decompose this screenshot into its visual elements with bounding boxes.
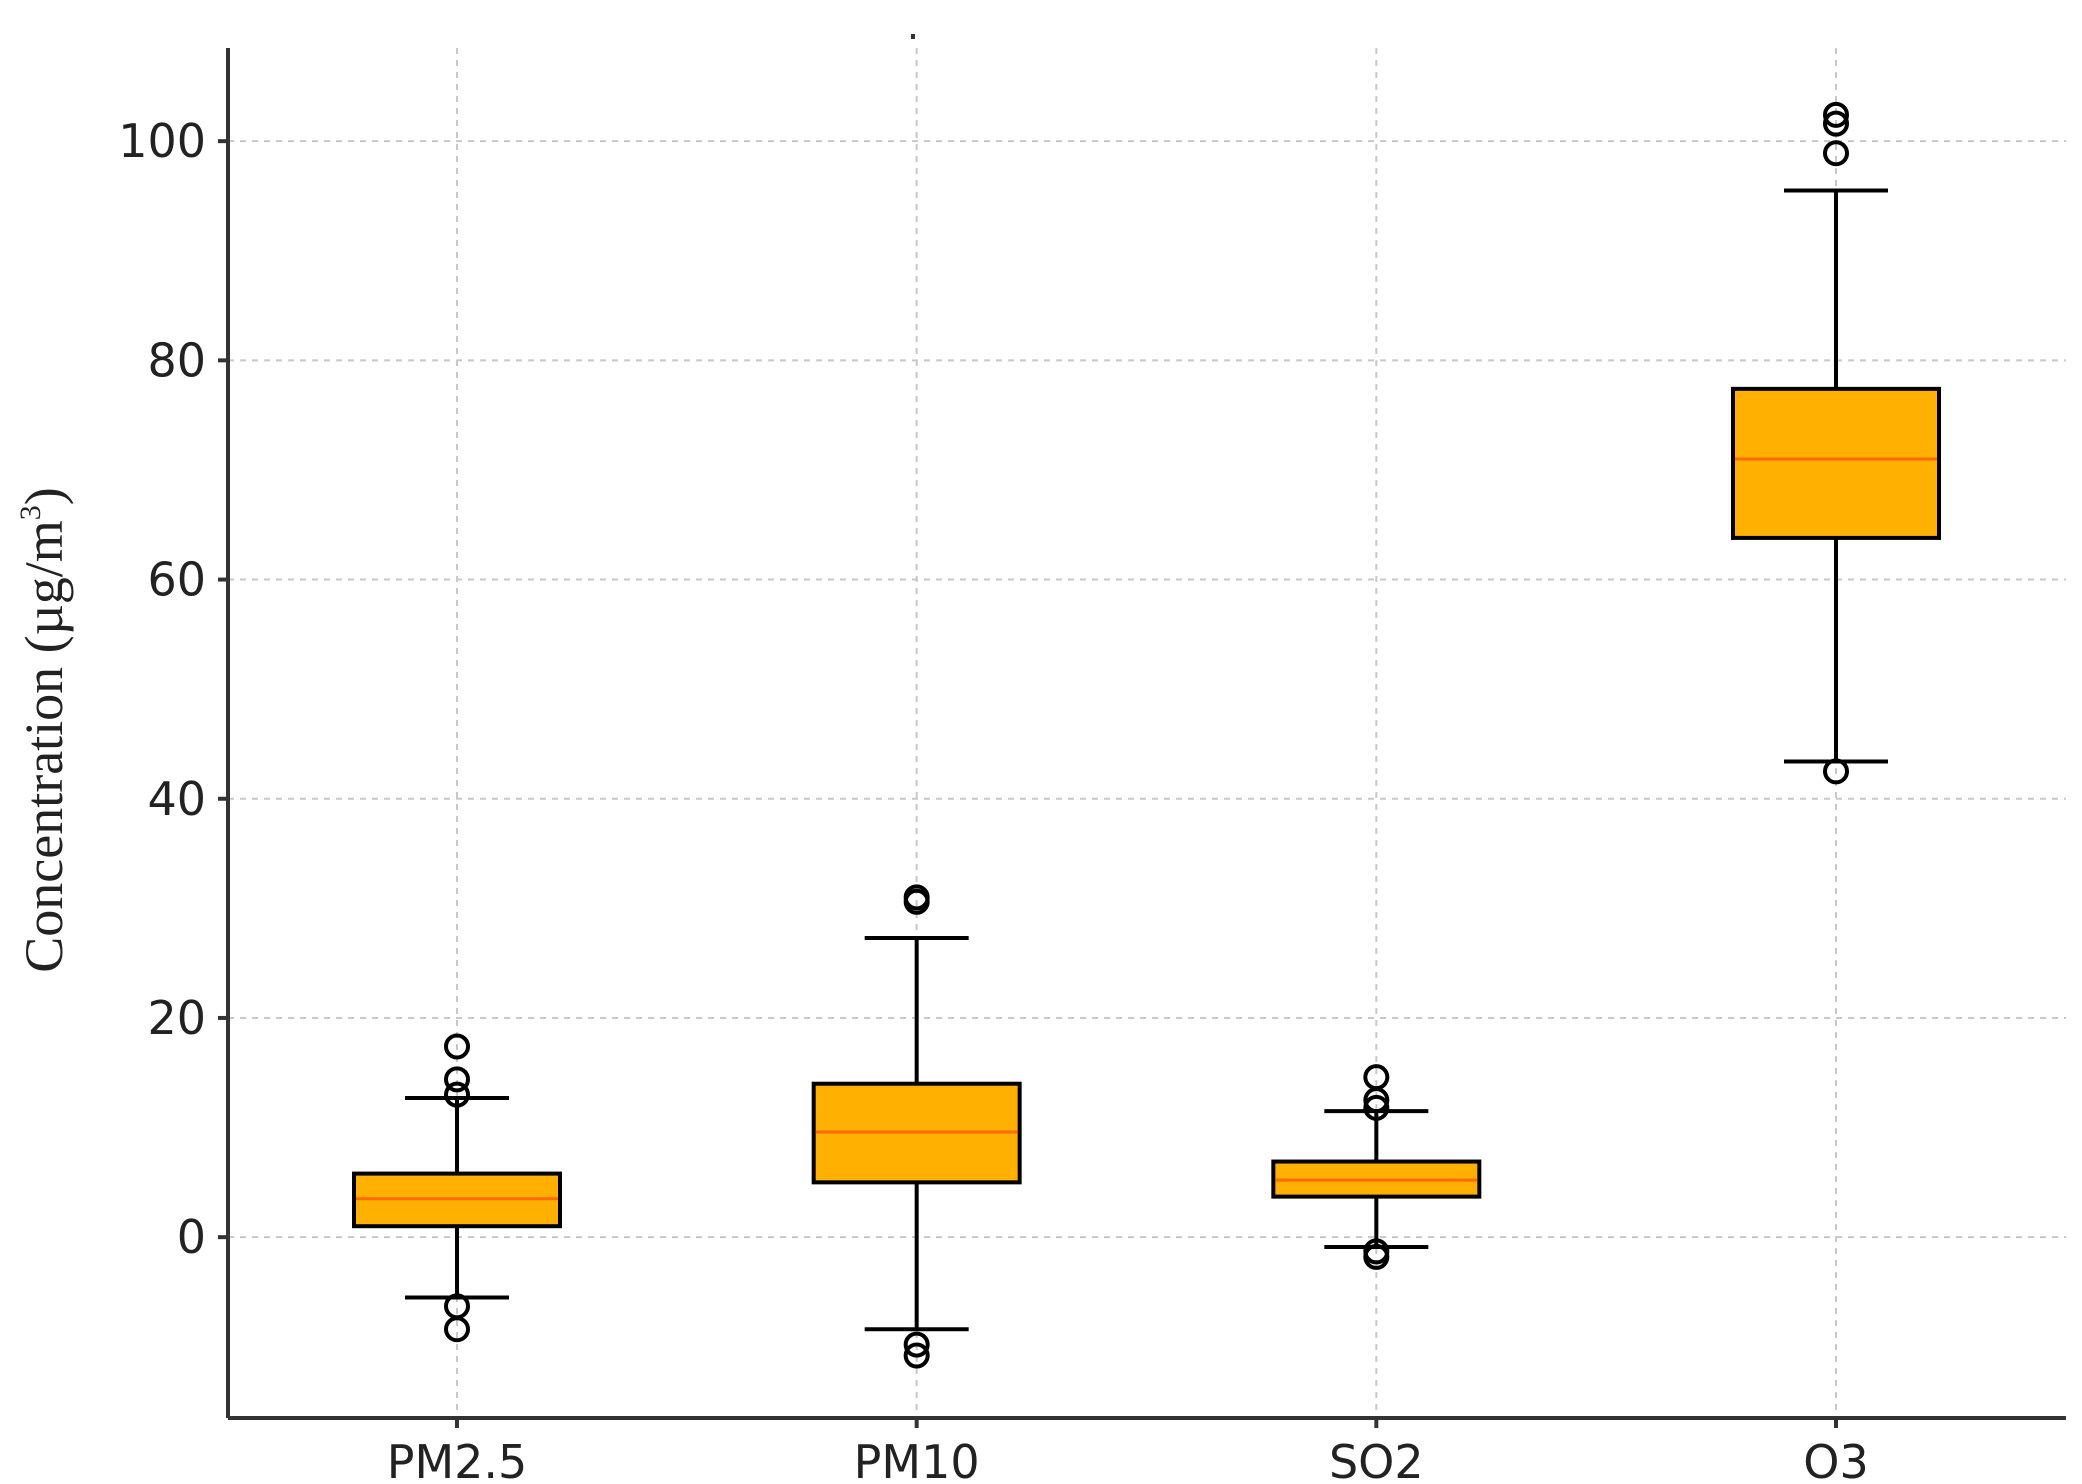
y-tick-labels: 0 20 40 60 80 100 xyxy=(118,114,228,1264)
outlier-pm25-3 xyxy=(444,1081,470,1108)
y-tick-label-100: 100 xyxy=(118,114,206,168)
x-tick-label-so2: SO2 xyxy=(1329,1435,1424,1484)
x-tick-label-pm10: PM10 xyxy=(854,1435,980,1484)
box-group-o3 xyxy=(1731,101,1941,785)
outlier-pm10-4 xyxy=(903,884,930,911)
iqr-box-o3 xyxy=(1731,386,1941,540)
y-axis-label: Concentration (µg/m3) xyxy=(14,487,74,973)
axes xyxy=(226,34,2066,1420)
outlier-pm10-2 xyxy=(903,1342,930,1369)
outlier-pm25-2 xyxy=(444,1316,470,1343)
y-axis-label-suffix: ) xyxy=(14,487,74,505)
outlier-o3-3 xyxy=(1823,110,1849,137)
box-group-pm10 xyxy=(811,884,1022,1369)
x-tick-label-pm25: PM2.5 xyxy=(387,1435,528,1484)
box-group-so2 xyxy=(1271,1064,1482,1270)
x-tick-label-o3: O3 xyxy=(1803,1435,1868,1484)
outlier-so2-2 xyxy=(1363,1243,1390,1270)
y-tick-label-40: 40 xyxy=(147,772,206,826)
boxes xyxy=(352,101,1941,1369)
box-group-pm25 xyxy=(352,1033,562,1343)
outlier-pm10-1 xyxy=(903,1331,930,1358)
outlier-pm25-4 xyxy=(444,1066,470,1093)
outlier-o3-4 xyxy=(1823,101,1849,128)
outlier-o3-2 xyxy=(1823,140,1849,167)
outlier-so2-3 xyxy=(1363,1094,1390,1121)
y-tick-label-20: 20 xyxy=(147,991,206,1045)
y-tick-label-80: 80 xyxy=(147,333,206,387)
x-tick-labels: PM2.5 PM10 SO2 O3 xyxy=(387,1418,1869,1484)
y-tick-label-0: 0 xyxy=(177,1210,206,1264)
outlier-pm25-5 xyxy=(444,1033,470,1060)
y-axis-label-superscript: 3 xyxy=(14,505,47,520)
y-tick-label-60: 60 xyxy=(147,553,206,607)
outlier-so2-5 xyxy=(1363,1064,1390,1091)
outlier-o3-1 xyxy=(1823,758,1849,785)
